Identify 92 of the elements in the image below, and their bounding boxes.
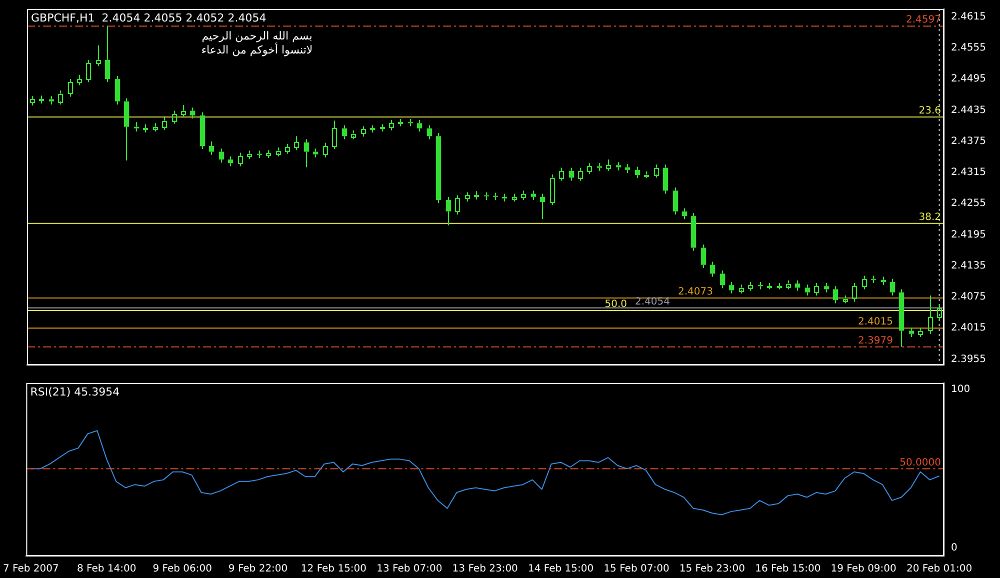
y-tick-label: 100 <box>951 384 970 395</box>
ref-line-label: 50.0000 <box>900 457 941 468</box>
x-tick-label: 15 Feb 23:00 <box>679 564 745 575</box>
x-tick-label: 13 Feb 07:00 <box>376 564 442 575</box>
candlestick <box>426 124 432 140</box>
candlestick <box>484 192 490 200</box>
candlestick <box>824 282 830 293</box>
candlestick <box>332 120 337 150</box>
candlestick <box>48 96 54 105</box>
x-tick-label: 14 Feb 15:00 <box>528 564 594 575</box>
candlestick <box>634 166 640 179</box>
candlestick <box>96 44 101 67</box>
candlestick <box>408 118 414 127</box>
x-tick-label: 15 Feb 07:00 <box>604 564 670 575</box>
y-tick-label: 2.4435 <box>951 104 986 116</box>
ref-line-label: 2.4073 <box>678 286 713 298</box>
x-tick-label: 7 Feb 2007 <box>3 564 59 575</box>
candlestick <box>690 212 696 252</box>
candlestick <box>208 140 214 156</box>
y-tick-label: 2.4615 <box>951 11 986 22</box>
ref-line-label: 2.4054 <box>635 296 670 308</box>
y-tick-label: 2.3955 <box>951 354 986 365</box>
y-tick-label: 2.4555 <box>951 42 986 54</box>
candlestick <box>114 75 120 105</box>
y-tick-label: 2.4075 <box>951 292 986 303</box>
candlestick <box>312 148 318 158</box>
candlestick <box>294 136 299 151</box>
annotation: 38.2 <box>918 212 941 223</box>
x-tick-label: 20 Feb 01:00 <box>906 564 972 575</box>
candlestick <box>720 270 726 289</box>
candlestick <box>928 294 933 334</box>
y-tick-label: 2.4315 <box>951 167 986 178</box>
x-tick-label: 9 Feb 22:00 <box>228 564 288 575</box>
candlestick <box>416 120 422 132</box>
annotation: لاتنسوا أخوكم من الدعاء <box>201 42 313 56</box>
candlestick <box>672 187 678 216</box>
candlestick <box>492 192 498 200</box>
candlestick <box>104 26 110 83</box>
x-tick-label: 19 Feb 09:00 <box>830 564 896 575</box>
candlestick <box>200 112 206 150</box>
candlestick <box>596 162 602 172</box>
candlestick <box>682 208 688 220</box>
candlestick <box>870 275 876 284</box>
candlestick <box>624 164 630 174</box>
candlestick <box>190 107 196 119</box>
y-tick-label: 2.4375 <box>951 136 986 147</box>
candlestick <box>616 162 622 171</box>
candlestick <box>890 278 896 296</box>
candlestick <box>758 281 764 290</box>
ref-line-label: 2.3979 <box>858 335 893 346</box>
candlestick <box>728 281 734 294</box>
chart-title: RSI(21) 45.3954 <box>30 385 120 398</box>
candlestick <box>662 164 668 194</box>
candlestick <box>898 288 904 348</box>
y-tick-label: 2.4495 <box>951 74 986 85</box>
candlestick <box>124 98 130 162</box>
candlestick <box>794 280 800 292</box>
candlestick <box>540 193 546 220</box>
candlestick <box>880 276 886 286</box>
candlestick <box>342 124 348 140</box>
candlestick <box>710 261 716 278</box>
annotation: 50.0 <box>604 299 628 310</box>
annotation: 23.6 <box>918 106 941 117</box>
candlestick <box>446 196 452 226</box>
y-tick-label: 2.4255 <box>951 198 986 210</box>
candlestick <box>436 132 442 204</box>
candlestick <box>502 193 508 202</box>
candlestick <box>832 286 838 304</box>
y-tick-label: 2.4135 <box>951 260 986 272</box>
chart-title: GBPCHF,H1 2.4054 2.4055 2.4052 2.4054 <box>31 11 266 24</box>
candlestick <box>77 74 82 86</box>
candlestick <box>228 156 234 167</box>
ref-line-label: 2.4597 <box>906 14 941 26</box>
x-tick-label: 9 Feb 06:00 <box>152 564 212 575</box>
candlestick <box>530 190 536 200</box>
candlestick <box>804 284 810 296</box>
candlestick <box>218 148 224 164</box>
candlestick <box>908 327 914 338</box>
x-tick-label: 13 Feb 23:00 <box>452 564 518 575</box>
candlestick <box>134 122 140 132</box>
y-tick-label: 2.4015 <box>951 322 986 334</box>
candlestick <box>568 167 574 182</box>
candlestick <box>700 244 706 268</box>
x-tick-label: 16 Feb 15:00 <box>755 564 821 575</box>
x-tick-label: 8 Feb 14:00 <box>77 564 136 575</box>
y-tick-label: 0 <box>951 542 958 554</box>
y-tick-label: 2.4195 <box>951 229 986 240</box>
ref-line-label: 2.4015 <box>858 316 893 328</box>
x-tick-label: 12 Feb 15:00 <box>300 564 367 575</box>
candlestick <box>256 150 262 158</box>
candlestick <box>304 138 310 168</box>
annotation: بسم الله الرحمن الرحيم <box>202 29 312 42</box>
